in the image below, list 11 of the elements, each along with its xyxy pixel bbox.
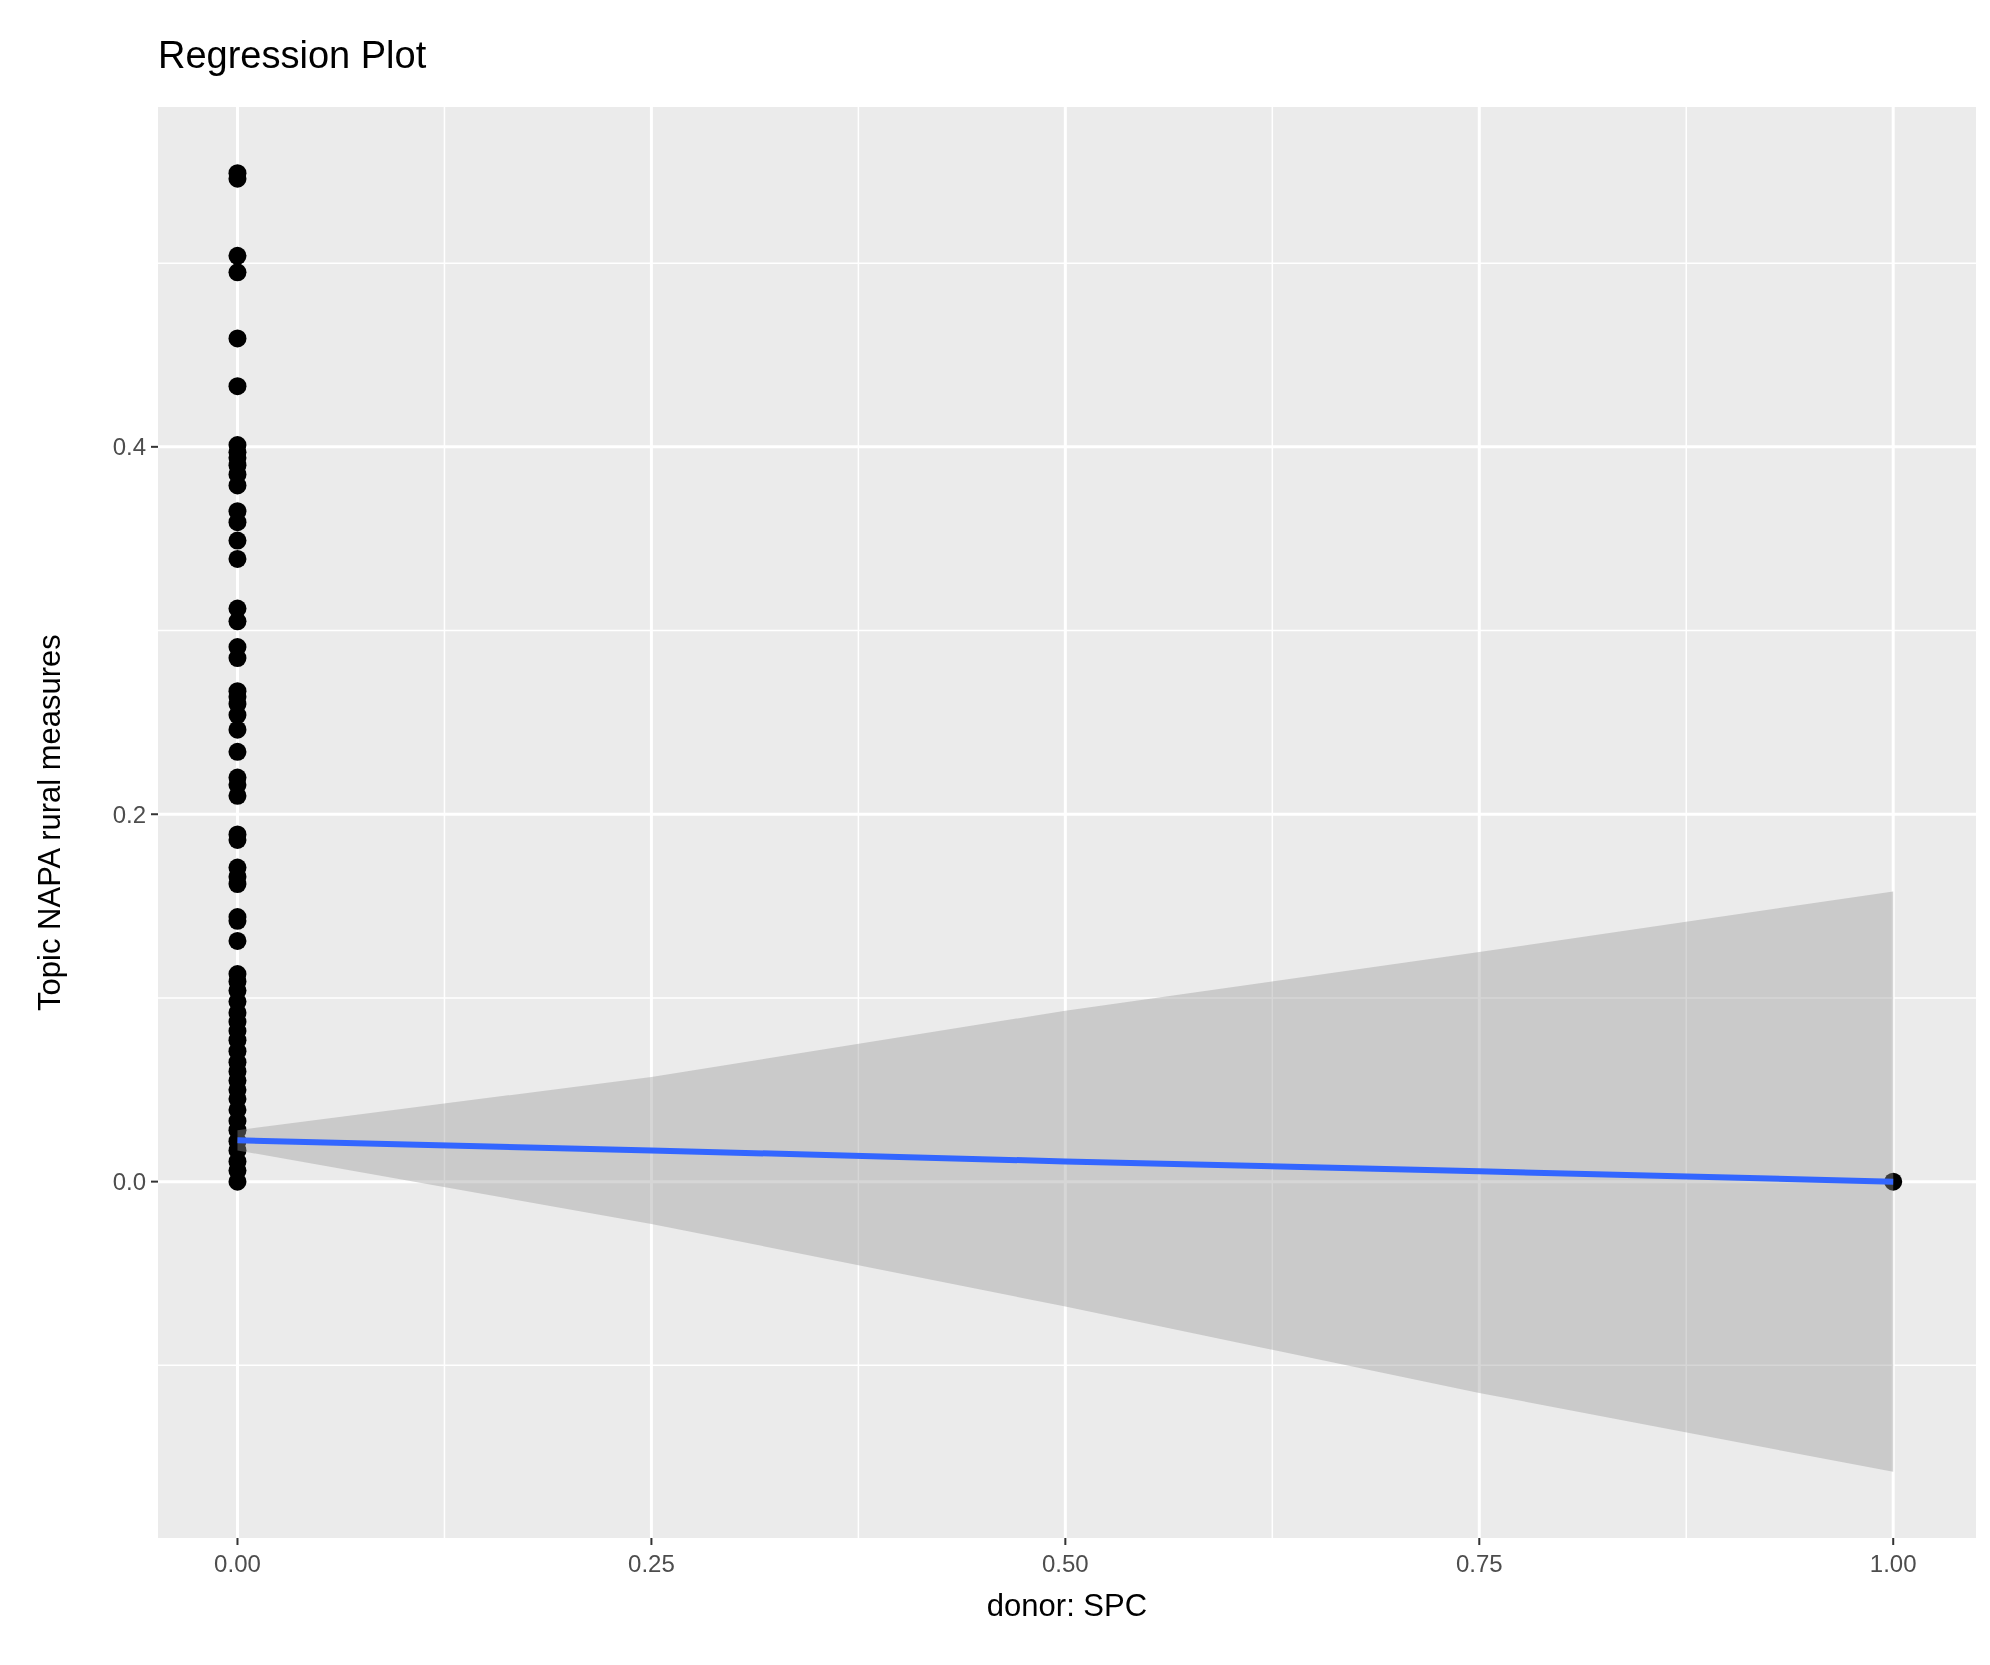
x-tick-label: 0.25 [628, 1550, 675, 1577]
y-axis-title: Topic NAPA rural measures [32, 634, 67, 1011]
y-tick-label: 0.2 [112, 800, 146, 828]
x-tick-label: 0.75 [1455, 1550, 1503, 1577]
x-tick-label: 0.00 [214, 1550, 261, 1577]
x-tick-label: 0.50 [1041, 1550, 1089, 1577]
chart-title: Regression Plot [158, 34, 427, 76]
y-tick-label: 0.0 [112, 1168, 146, 1196]
x-tick-label: 1.00 [1869, 1550, 1917, 1577]
x-axis-title: donor: SPC [986, 1588, 1148, 1623]
y-tick-label: 0.4 [112, 433, 146, 461]
